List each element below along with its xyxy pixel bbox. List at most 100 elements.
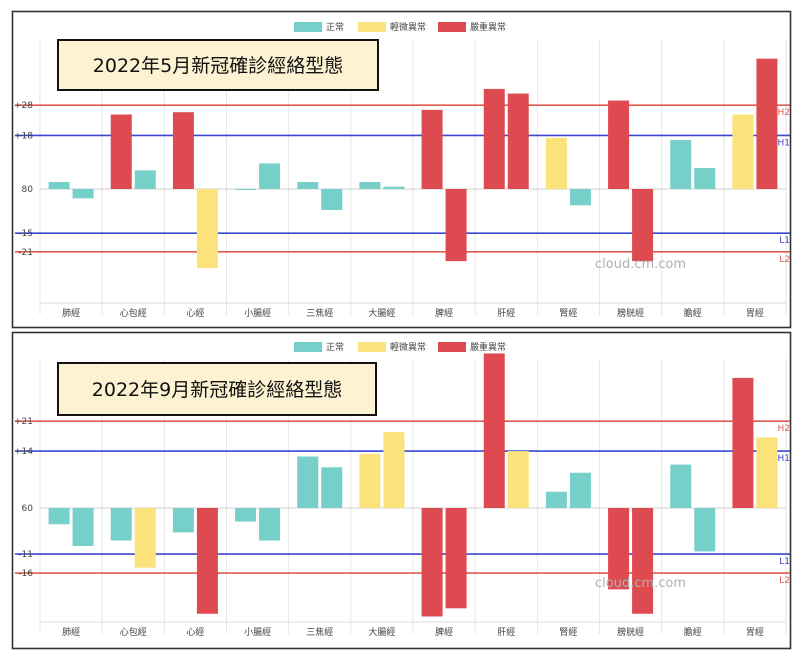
bar-right <box>445 189 467 262</box>
bar-right <box>507 451 529 508</box>
chart-sep-title-box: 2022年9月新冠確診經絡型態 <box>57 362 377 416</box>
y-tick-label: +28 <box>14 101 33 111</box>
chart-sep-title: 2022年9月新冠確診經絡型態 <box>92 379 342 401</box>
y-tick-label: -11 <box>18 550 33 560</box>
bar-right <box>632 189 654 262</box>
x-tick-label: 心經 <box>186 307 204 319</box>
chart-sep-watermark: cloud.cm.com <box>595 576 686 591</box>
x-tick-label: 大腸經 <box>368 626 395 638</box>
legend-swatch <box>358 342 386 352</box>
reference-line-label-l1: L1 <box>779 557 790 567</box>
x-tick-label: 肺經 <box>62 626 80 638</box>
x-tick-label: 心包經 <box>120 626 147 638</box>
bar-left <box>110 508 132 541</box>
reference-line-label-l2: L2 <box>779 576 790 586</box>
bar-right <box>134 508 156 568</box>
bar-right <box>72 508 94 546</box>
y-tick-label: +18 <box>14 131 33 141</box>
bar-right <box>259 508 281 541</box>
chart-may-watermark: cloud.cm.com <box>595 257 686 272</box>
x-tick-label: 胃經 <box>746 307 764 319</box>
x-tick-label: 膀胱經 <box>617 307 644 319</box>
bar-right <box>569 472 591 508</box>
bar-left <box>235 508 257 522</box>
bar-left <box>297 182 319 189</box>
chart-may-bars <box>48 58 778 269</box>
bar-left <box>48 508 70 525</box>
bar-left <box>608 100 630 189</box>
x-tick-label: 三焦經 <box>306 626 333 638</box>
x-tick-label: 腎經 <box>559 626 577 638</box>
x-tick-label: 腎經 <box>559 307 577 319</box>
x-tick-label: 肺經 <box>62 307 80 319</box>
bar-left <box>172 112 194 189</box>
bar-left <box>732 377 754 508</box>
bar-right <box>569 189 591 206</box>
x-tick-label: 小腸經 <box>244 307 271 319</box>
legend-label: 嚴重異常 <box>470 21 506 33</box>
legend-label: 正常 <box>326 21 344 33</box>
x-tick-label: 膽經 <box>684 626 702 638</box>
bar-left <box>732 114 754 189</box>
bar-right <box>694 168 716 189</box>
x-tick-label: 膽經 <box>684 307 702 319</box>
bar-right <box>321 467 343 508</box>
bar-right <box>756 58 778 190</box>
x-tick-label: 小腸經 <box>244 626 271 638</box>
bar-left <box>670 140 692 189</box>
x-tick-label: 三焦經 <box>306 307 333 319</box>
bar-right <box>383 432 405 508</box>
bar-right <box>259 163 281 189</box>
bar-left <box>545 491 567 508</box>
bar-left <box>235 189 257 190</box>
reference-line-label-h1: H1 <box>778 454 791 464</box>
legend-swatch <box>294 342 322 352</box>
bar-left <box>483 88 505 189</box>
bar-left <box>110 114 132 189</box>
bar-left <box>483 353 505 508</box>
bar-left <box>545 137 567 189</box>
reference-line-label-h2: H2 <box>778 424 791 434</box>
legend-label: 嚴重異常 <box>470 341 506 353</box>
y-tick-label-baseline: 80 <box>22 185 34 195</box>
legend-label: 正常 <box>326 341 344 353</box>
y-tick-label: -21 <box>18 248 33 258</box>
x-tick-label: 肝經 <box>497 626 515 638</box>
reference-line-label-l2: L2 <box>779 255 790 265</box>
bar-left <box>359 182 381 189</box>
bar-left <box>48 182 70 189</box>
chart-sep-legend: 正常 輕微異常 嚴重異常 <box>294 341 506 353</box>
bar-right <box>694 508 716 552</box>
bar-left <box>670 464 692 508</box>
y-tick-label: +21 <box>14 417 33 427</box>
x-tick-label: 心包經 <box>120 307 147 319</box>
legend-swatch <box>438 22 466 32</box>
bar-right <box>72 189 94 199</box>
x-tick-label: 脾經 <box>435 307 453 319</box>
legend-swatch <box>294 22 322 32</box>
reference-line-label-h1: H1 <box>778 138 791 148</box>
x-tick-label: 脾經 <box>435 626 453 638</box>
legend-label: 輕微異常 <box>390 21 426 33</box>
chart-sep-grid <box>39 359 787 634</box>
chart-sep-bars <box>48 353 778 617</box>
bar-right <box>383 186 405 189</box>
y-tick-label: -16 <box>18 569 33 579</box>
bar-right <box>632 508 654 614</box>
x-tick-label: 肝經 <box>497 307 515 319</box>
y-tick-label: +14 <box>14 447 33 457</box>
x-tick-label: 膀胱經 <box>617 626 644 638</box>
chart-may-title-box: 2022年5月新冠確診經絡型態 <box>57 39 379 91</box>
x-tick-label: 心經 <box>186 626 204 638</box>
chart-sep-tick-labels: +21 +14 -11 -16 60 肺經 心包經 心經 小腸經 三焦經 大腸經 脾經 肝經 腎經 膀胱經 膽… <box>14 417 764 638</box>
bar-right <box>756 437 778 508</box>
bar-left <box>608 508 630 590</box>
reference-line-label-l1: L1 <box>779 236 790 246</box>
bar-right <box>321 189 343 210</box>
legend-swatch <box>438 342 466 352</box>
x-tick-label: 胃經 <box>746 626 764 638</box>
bar-left <box>421 109 443 189</box>
bar-right <box>507 93 529 189</box>
bar-left <box>172 508 194 533</box>
